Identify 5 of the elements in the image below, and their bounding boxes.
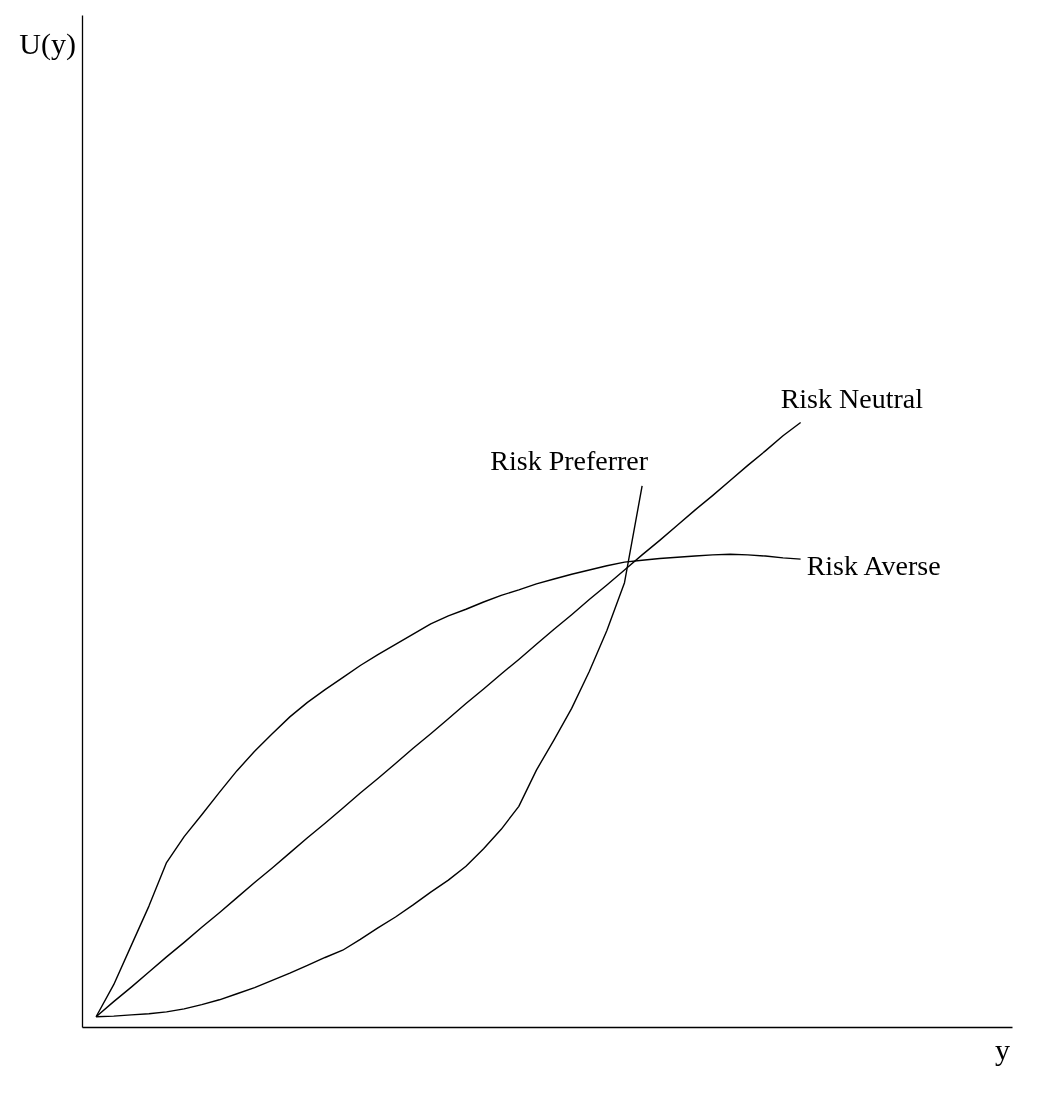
text: y — [995, 1033, 1010, 1066]
series-label: Risk Preferrer — [490, 444, 649, 476]
series-label: Risk Averse — [806, 550, 941, 582]
text: U(y) — [19, 27, 76, 61]
series-label: Risk Neutral — [780, 383, 924, 415]
